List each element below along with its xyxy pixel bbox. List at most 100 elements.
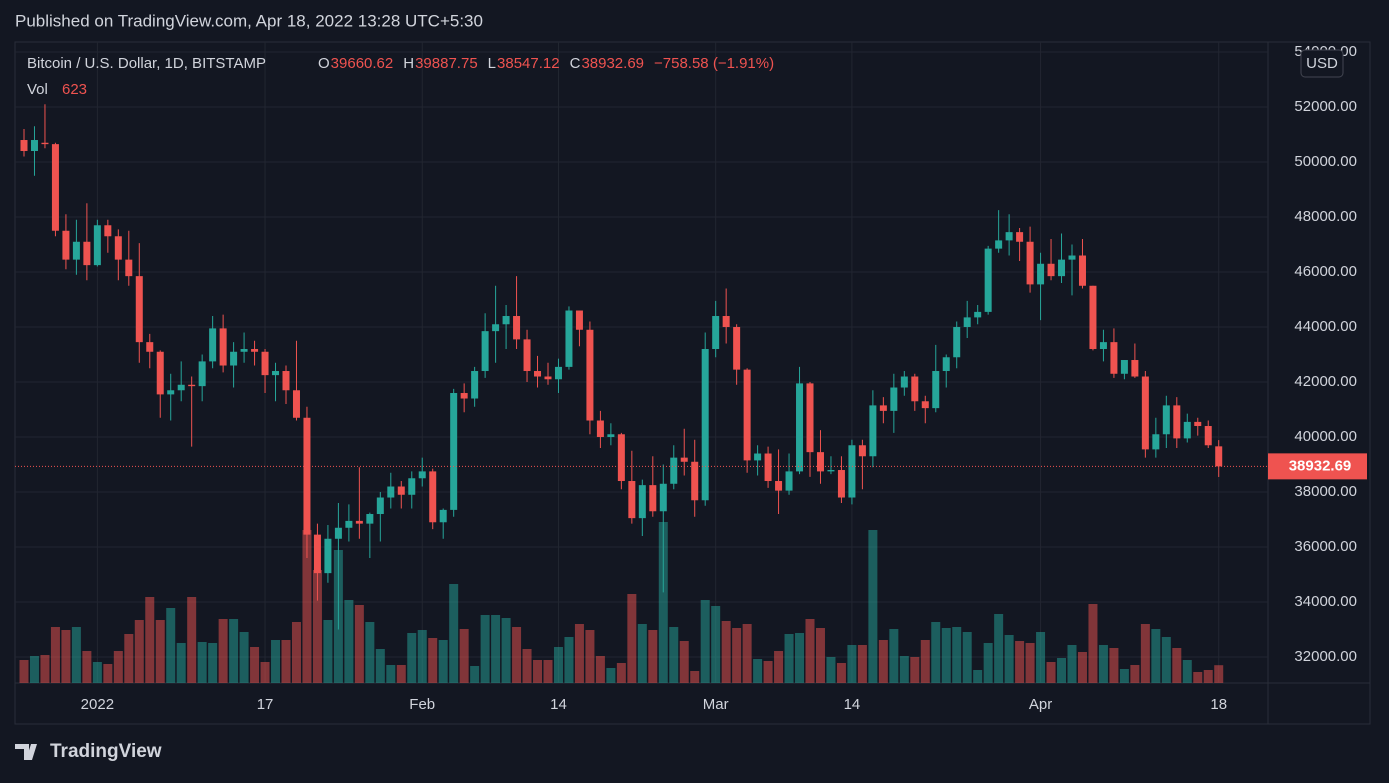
y-tick-label: 52000.00 — [1294, 98, 1357, 115]
candle-body — [890, 387, 898, 411]
candle-body — [30, 140, 38, 152]
y-tick-label: 34000.00 — [1294, 593, 1357, 610]
candle-body — [219, 328, 227, 366]
candle-body — [450, 393, 458, 510]
y-tick-label: 40000.00 — [1294, 428, 1357, 445]
volume-bar — [82, 651, 92, 683]
candle-body — [439, 509, 447, 523]
candle-body — [1089, 285, 1097, 350]
volume-bar — [1088, 604, 1098, 683]
volume-bar — [522, 649, 532, 683]
volume-bar — [354, 605, 364, 683]
legend-key: C — [570, 55, 581, 72]
volume-bar — [711, 606, 721, 683]
legend-value: 38547.12 — [497, 55, 560, 72]
candle-body — [701, 349, 709, 501]
volume-bar — [1151, 629, 1161, 683]
volume-bar — [459, 629, 469, 683]
volume-bar — [302, 530, 312, 683]
candle-body — [617, 434, 625, 482]
candle-body — [251, 349, 259, 352]
volume-bar — [1182, 660, 1192, 683]
y-tick-label: 48000.00 — [1294, 208, 1357, 225]
candle-body — [104, 225, 112, 237]
candle-body — [135, 276, 143, 343]
candle-body — [146, 342, 154, 352]
volume-bar — [323, 620, 333, 683]
volume-bar — [291, 622, 301, 683]
candle-body — [1005, 232, 1013, 241]
volume-bar — [1025, 643, 1035, 683]
candle-body — [156, 351, 164, 395]
volume-bar — [721, 621, 731, 683]
volume-bar — [155, 620, 165, 683]
volume-bar — [815, 628, 825, 683]
x-tick-label: Apr — [1029, 696, 1052, 713]
candle-body — [984, 248, 992, 312]
volume-bar — [281, 640, 291, 683]
volume-bar — [407, 633, 417, 683]
candle-body — [764, 453, 772, 482]
candle-body — [376, 497, 384, 515]
candle-body — [366, 514, 374, 524]
candle-body — [1058, 259, 1066, 277]
volume-bar — [239, 632, 249, 683]
y-tick-label: 46000.00 — [1294, 263, 1357, 280]
y-tick-label: 44000.00 — [1294, 318, 1357, 335]
volume-bar — [1015, 641, 1025, 683]
volume-bar — [878, 640, 888, 683]
candle-body — [93, 225, 101, 266]
candle-body — [324, 538, 332, 574]
volume-bar — [1109, 648, 1119, 683]
candle-body — [638, 485, 646, 519]
volume-bars — [19, 522, 1224, 683]
volume-bar — [260, 662, 270, 683]
candle-body — [974, 311, 982, 318]
candle-body — [481, 331, 489, 372]
candle-body — [942, 357, 950, 372]
candle-body — [932, 371, 940, 409]
volume-bar — [1046, 662, 1056, 683]
candle-body — [62, 230, 70, 260]
candle-body — [51, 144, 59, 231]
candle-body — [125, 259, 133, 277]
candle-body — [827, 470, 835, 472]
candle-body — [1026, 241, 1034, 285]
candle-body — [670, 457, 678, 484]
volume-bar — [1161, 637, 1171, 683]
legend-volume: 623 — [62, 81, 87, 98]
candle-body — [292, 390, 300, 418]
currency-button[interactable] — [1300, 49, 1344, 78]
volume-bar — [113, 651, 123, 683]
candle-body — [848, 445, 856, 498]
candle-body — [858, 445, 866, 457]
volume-bar — [124, 634, 134, 683]
x-tick-label: 14 — [550, 696, 567, 713]
x-tick-label: Mar — [703, 696, 729, 713]
candle-body — [775, 481, 783, 491]
volume-bar — [753, 659, 763, 683]
candle-body — [345, 520, 353, 528]
last-price-label: 38932.69 — [1289, 457, 1352, 474]
volume-bar — [312, 570, 322, 683]
volume-bar — [543, 660, 553, 683]
volume-bar — [428, 638, 438, 683]
volume-bar — [491, 615, 501, 683]
volume-bar — [40, 655, 50, 683]
candle-body — [408, 478, 416, 495]
volume-bar — [29, 656, 39, 683]
candle-body — [471, 371, 479, 399]
candle-body — [816, 452, 824, 472]
volume-bar — [952, 627, 962, 683]
candle-body — [754, 453, 762, 461]
volume-bar — [1214, 665, 1224, 683]
footer-logo — [15, 744, 37, 760]
volume-bar — [564, 637, 574, 683]
volume-bar — [595, 656, 605, 683]
volume-bar — [512, 627, 522, 683]
candle-body — [1152, 434, 1160, 450]
candle-body — [963, 317, 971, 328]
volume-bar — [92, 662, 102, 683]
volume-bar — [103, 664, 113, 683]
currency-label[interactable]: USD — [1306, 55, 1338, 72]
